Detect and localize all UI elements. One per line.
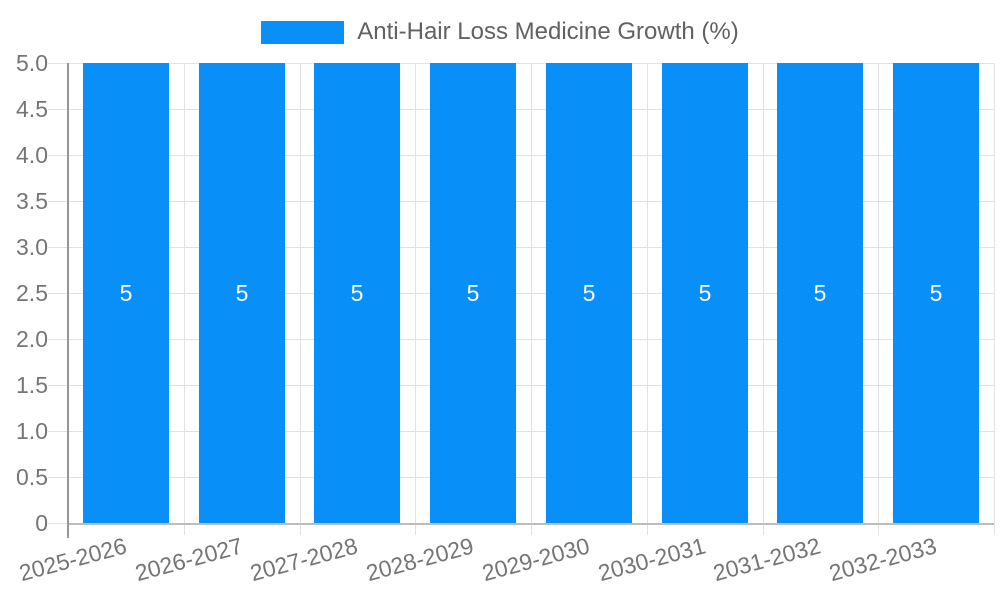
- y-tick-label: 1.5: [16, 372, 48, 398]
- y-gridline: [48, 155, 994, 156]
- y-gridline: [48, 385, 994, 386]
- bar: 5: [199, 63, 285, 523]
- bar-value-label: 5: [119, 279, 133, 306]
- bar-value-label: 5: [698, 279, 712, 306]
- x-tick-label: 2029-2030: [479, 532, 593, 587]
- y-gridline: [48, 247, 994, 248]
- bar-value-label: 5: [235, 279, 249, 306]
- y-tick-label: 3.5: [16, 188, 48, 214]
- legend: Anti-Hair Loss Medicine Growth (%): [0, 18, 1000, 46]
- y-gridline: [48, 63, 994, 64]
- legend-swatch: [261, 20, 345, 44]
- x-tick-label: 2027-2028: [247, 532, 361, 587]
- y-gridline: [48, 293, 994, 294]
- x-gridline: [647, 63, 648, 535]
- y-tick-label: 1.0: [16, 418, 48, 444]
- bar-value-label: 5: [582, 279, 596, 306]
- x-gridline: [763, 63, 764, 535]
- bar-value-label: 5: [813, 279, 827, 306]
- x-tick-label: 2030-2031: [595, 532, 709, 587]
- x-tick-label: 2026-2027: [132, 532, 246, 587]
- x-tick-label: 2032-2033: [826, 532, 940, 587]
- x-gridline: [531, 63, 532, 535]
- y-tick-label: 4.5: [16, 96, 48, 122]
- bar: 5: [546, 63, 632, 523]
- x-tick-label: 2031-2032: [710, 532, 824, 587]
- x-tick-label: 2028-2029: [363, 532, 477, 587]
- y-gridline: [48, 201, 994, 202]
- x-gridline: [878, 63, 879, 535]
- x-gridline: [994, 63, 995, 535]
- bar-value-label: 5: [929, 279, 943, 306]
- y-axis-line: [67, 63, 69, 538]
- y-tick-label: 5.0: [16, 50, 48, 76]
- bar-value-label: 5: [466, 279, 480, 306]
- bar: 5: [662, 63, 748, 523]
- y-tick-label: 0.5: [16, 464, 48, 490]
- bar: 5: [893, 63, 979, 523]
- y-gridline: [48, 109, 994, 110]
- bar: 5: [83, 63, 169, 523]
- y-tick-label: 4.0: [16, 142, 48, 168]
- bar: 5: [314, 63, 400, 523]
- y-tick-label: 3.0: [16, 234, 48, 260]
- legend-label: Anti-Hair Loss Medicine Growth (%): [357, 18, 739, 45]
- y-gridline: [48, 477, 994, 478]
- y-gridline: [48, 339, 994, 340]
- y-tick-label: 2.5: [16, 280, 48, 306]
- y-tick-label: 2.0: [16, 326, 48, 352]
- y-tick-label: 0: [35, 510, 48, 536]
- x-gridline: [300, 63, 301, 535]
- bar: 5: [430, 63, 516, 523]
- x-tick-label: 2025-2026: [16, 532, 130, 587]
- bar: 5: [777, 63, 863, 523]
- y-gridline: [48, 431, 994, 432]
- bar-value-label: 5: [350, 279, 364, 306]
- x-gridline: [415, 63, 416, 535]
- x-gridline: [184, 63, 185, 535]
- x-axis-line: [68, 523, 994, 525]
